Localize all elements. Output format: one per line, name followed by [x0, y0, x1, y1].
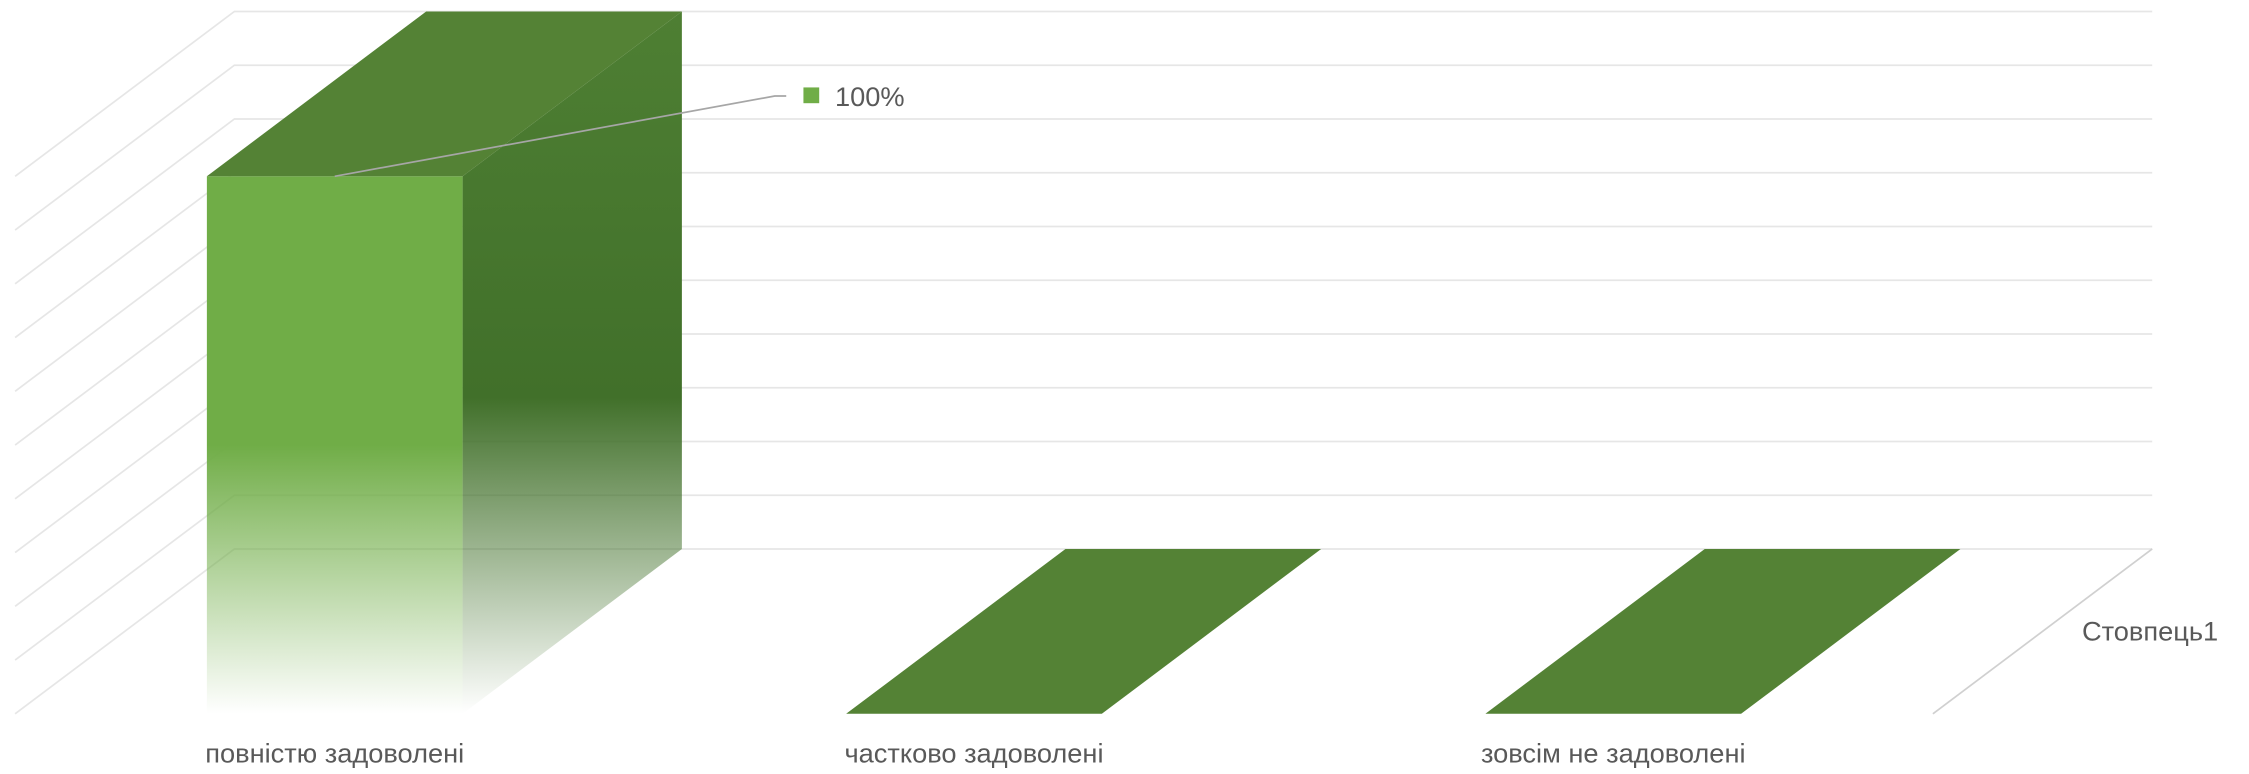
- bar: [206, 11, 682, 714]
- legend-label: Стовпець1: [2082, 616, 2218, 647]
- labels: повністю задоволені 100% частково задоволе…: [205, 81, 2218, 768]
- grid-line: [14, 64, 2153, 231]
- bars: [206, 11, 1961, 714]
- bar-top: [1485, 548, 1961, 714]
- bar: [846, 548, 1322, 714]
- grid-line: [14, 118, 2153, 285]
- bar: [1485, 548, 1961, 714]
- data-label: 100%: [835, 81, 905, 112]
- x-tick-label: зовсім не задоволені: [1481, 738, 1746, 769]
- bar-top: [846, 548, 1322, 714]
- x-tick-label: частково задоволені: [844, 738, 1103, 769]
- x-tick-label: повністю задоволені: [205, 738, 464, 769]
- grid-line: [14, 10, 2153, 177]
- leader-line: [334, 95, 787, 178]
- floor-edge: [1932, 548, 2153, 715]
- bar-top: [206, 11, 682, 177]
- label-key: [803, 87, 820, 104]
- bar-side: [462, 11, 682, 714]
- bar-front: [206, 176, 463, 714]
